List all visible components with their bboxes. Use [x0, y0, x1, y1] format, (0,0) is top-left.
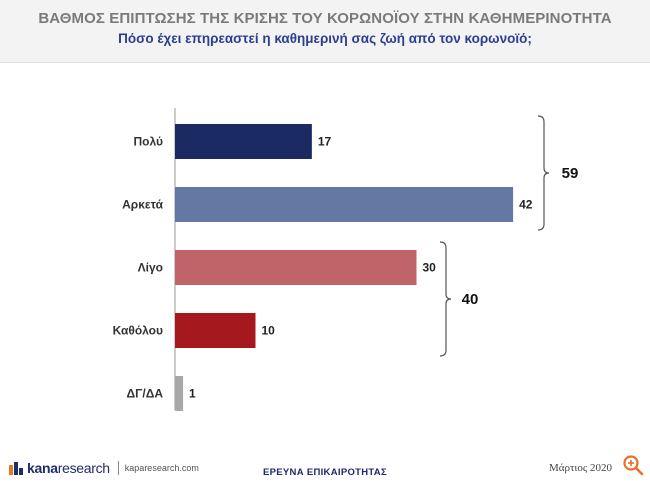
- bar-2: [175, 187, 514, 222]
- chart-subtitle: Πόσο έχει επηρεαστεί η καθημερινή σας ζω…: [118, 31, 532, 46]
- category-label: Λίγο: [138, 261, 163, 275]
- category-label: ΔΓ/ΔΑ: [127, 387, 164, 401]
- bar-chart: Πολύ 17 Αρκετά 42 Λίγο 30 Καθόλου 10 ΔΓ/ΔΑ 1 59 40: [113, 108, 579, 411]
- header-divider: [0, 62, 650, 63]
- value-label: 17: [318, 135, 332, 149]
- zoom-icon[interactable]: [622, 454, 644, 476]
- website-url: kaparesearch.com: [124, 463, 199, 473]
- category-label: Αρκετά: [122, 198, 163, 212]
- group-total-label: 59: [562, 165, 579, 182]
- value-label: 30: [423, 261, 437, 275]
- value-label: 42: [519, 198, 533, 212]
- bar-5: [175, 376, 184, 411]
- value-label: 10: [262, 324, 276, 338]
- footer: kana research kaparesearch.com ΕΡΕΥΝΑ ΕΠ…: [0, 448, 650, 486]
- bar-4: [175, 313, 256, 348]
- bar-1: [175, 124, 312, 159]
- category-label: Πολύ: [134, 135, 163, 149]
- header: ΒΑΘΜΟΣ ΕΠΙΠΤΩΣΗΣ ΤΗΣ ΚΡΙΣΗΣ ΤΟΥ ΚΟΡΩΝΟΪΟ…: [0, 0, 650, 62]
- footer-section-title: ΕΡΕΥΝΑ ΕΠΙΚΑΙΡΟΤΗΤΑΣ: [263, 467, 387, 478]
- group-bracket: [439, 241, 452, 357]
- logo: kana research kaparesearch.com: [8, 460, 199, 476]
- group-bracket: [537, 115, 550, 231]
- logo-mark-icon: [8, 460, 24, 476]
- category-label: Καθόλου: [113, 324, 163, 338]
- chart-title: ΒΑΘΜΟΣ ΕΠΙΠΤΩΣΗΣ ΤΗΣ ΚΡΙΣΗΣ ΤΟΥ ΚΟΡΩΝΟΪΟ…: [38, 10, 612, 27]
- footer-date: Μάρτιος 2020: [548, 462, 612, 474]
- bar-3: [175, 250, 417, 285]
- group-total-label: 40: [462, 291, 479, 308]
- value-label: 1: [189, 387, 196, 401]
- logo-brand-primary: kana: [27, 460, 58, 476]
- logo-brand-secondary: research: [57, 460, 110, 476]
- logo-separator: [117, 461, 119, 475]
